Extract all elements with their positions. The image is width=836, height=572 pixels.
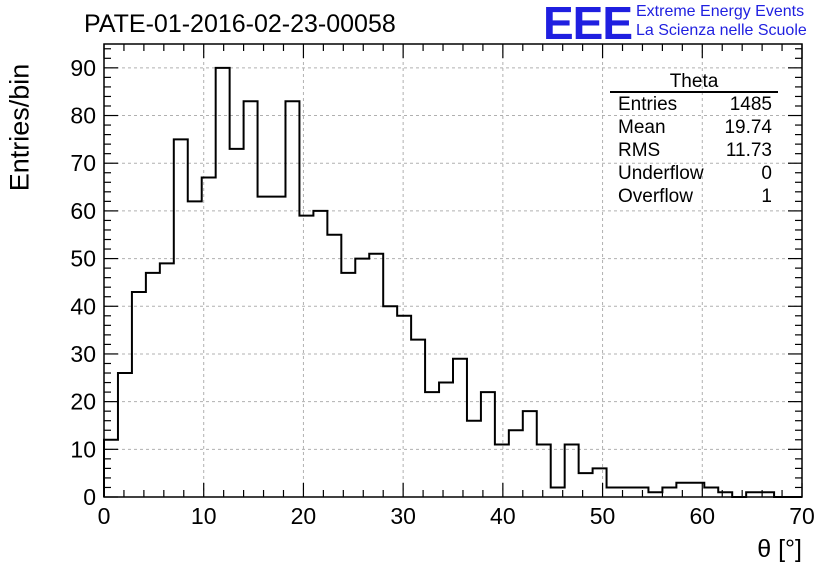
- histogram-bin: [676, 483, 690, 497]
- stats-row-entries: Entries 1485: [610, 93, 778, 116]
- logo-line-1: Extreme Energy Events: [636, 3, 805, 20]
- histogram-bin: [467, 421, 481, 497]
- x-tick-label: 10: [191, 503, 217, 529]
- stats-label: Underflow: [618, 163, 704, 184]
- histogram-bin: [481, 392, 495, 497]
- histogram-bin: [495, 445, 509, 497]
- histogram-bin: [662, 487, 676, 497]
- logo-line-2: La Scienza nelle Scuole: [636, 22, 807, 39]
- y-tick-label: 10: [70, 436, 96, 462]
- x-tick-label: 40: [490, 503, 516, 529]
- plot-title: PATE-01-2016-02-23-00058: [84, 10, 396, 38]
- stats-value: 1: [761, 186, 772, 207]
- histogram-bin: [216, 68, 230, 497]
- histogram-bin: [411, 340, 425, 497]
- histogram-bin: [118, 373, 132, 497]
- x-tick-label: 30: [390, 503, 416, 529]
- histogram-bin: [369, 254, 383, 497]
- x-tick-label: 50: [590, 503, 616, 529]
- histogram-outline: [103, 66, 802, 498]
- histogram-bin: [383, 306, 397, 497]
- histogram-bin: [272, 197, 286, 497]
- stats-row-underflow: Underflow 0: [610, 162, 778, 185]
- histogram-bin: [341, 273, 355, 497]
- histogram-bin: [244, 101, 258, 497]
- stats-box: Theta Entries 1485 Mean 19.74 RMS 11.73 …: [610, 72, 778, 208]
- stats-title: Theta: [610, 72, 778, 93]
- stats-label: Mean: [618, 117, 666, 138]
- y-tick-label: 60: [70, 198, 96, 224]
- plot-frame: [103, 43, 803, 498]
- stats-row-rms: RMS 11.73: [610, 139, 778, 162]
- histogram-bin: [299, 216, 313, 497]
- histogram-bin: [174, 139, 188, 497]
- histogram-bin: [509, 430, 523, 497]
- histogram-bin: [327, 235, 341, 497]
- histogram-bin: [285, 101, 299, 497]
- histogram-bin: [132, 292, 146, 497]
- stats-label: Overflow: [618, 186, 693, 207]
- histogram-bin: [634, 487, 648, 497]
- x-tick-label: 70: [789, 503, 815, 529]
- histogram-bin: [397, 316, 411, 497]
- histogram-bin: [453, 359, 467, 497]
- x-tick-label: 20: [291, 503, 317, 529]
- histogram-bin: [355, 259, 369, 497]
- eee-logo-caption: Extreme Energy Events La Scienza nelle S…: [636, 2, 807, 40]
- histogram-bin: [579, 473, 593, 497]
- histogram-bin: [565, 445, 579, 497]
- histogram-bin: [607, 487, 621, 497]
- histogram-bin: [160, 263, 174, 497]
- y-axis-label: Entries/bin: [4, 63, 35, 192]
- histogram-bin: [439, 383, 453, 497]
- stats-value: 19.74: [724, 117, 772, 138]
- eee-logo: EEE: [543, 0, 633, 49]
- histogram-bin: [537, 445, 551, 497]
- stats-label: RMS: [618, 140, 661, 161]
- x-axis-label: θ [°]: [757, 535, 802, 563]
- y-tick-label: 0: [83, 484, 96, 510]
- stats-value: 11.73: [725, 140, 772, 161]
- stats-label: Entries: [618, 94, 678, 115]
- histogram-bin: [593, 468, 607, 497]
- y-tick-label: 50: [70, 246, 96, 272]
- histogram-bin: [230, 149, 244, 497]
- stats-value: 0: [761, 163, 772, 184]
- stats-value: 1485: [729, 94, 772, 115]
- y-tick-label: 80: [70, 103, 96, 129]
- y-tick-label: 20: [70, 389, 96, 415]
- x-tick-label: 60: [689, 503, 715, 529]
- y-tick-label: 70: [70, 150, 96, 176]
- y-tick-label: 40: [70, 293, 96, 319]
- histogram-bin: [188, 201, 202, 497]
- x-tick-label: 0: [98, 503, 111, 529]
- y-tick-label: 90: [70, 55, 96, 81]
- y-tick-label: 30: [70, 341, 96, 367]
- stats-row-overflow: Overflow 1: [610, 185, 778, 208]
- histogram-bin: [523, 411, 537, 497]
- histogram-bin: [425, 392, 439, 497]
- histogram-bin: [704, 487, 718, 497]
- stats-row-mean: Mean 19.74: [610, 116, 778, 139]
- histogram-bin: [258, 197, 272, 497]
